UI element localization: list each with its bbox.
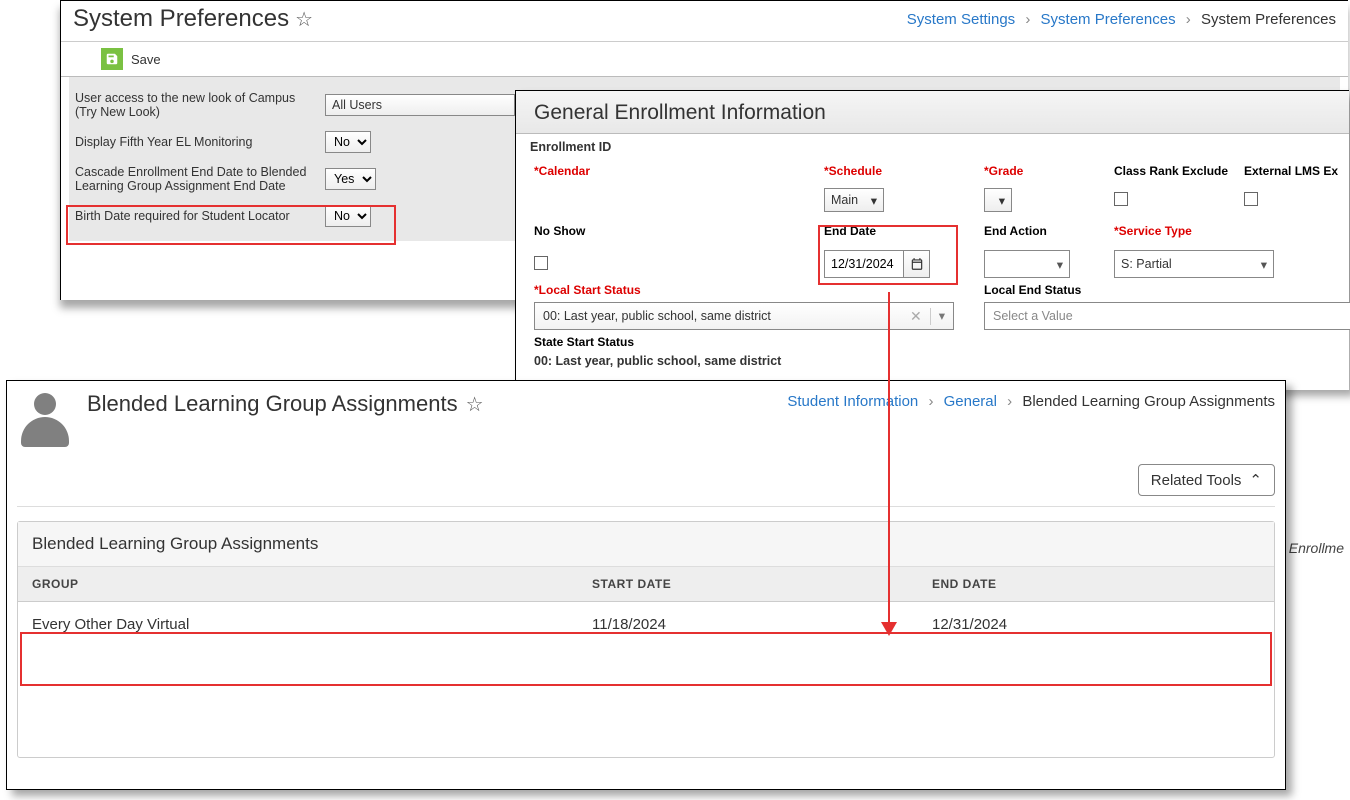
- label-class-rank: Class Rank Exclude: [1110, 163, 1240, 179]
- label-calendar: *Calendar: [530, 163, 760, 179]
- chevron-right-icon: ›: [1025, 11, 1030, 28]
- select-local-end[interactable]: Select a Value: [984, 302, 1350, 330]
- label-grade: *Grade: [980, 163, 1110, 179]
- blga-title: Blended Learning Group Assignments ☆: [87, 387, 484, 417]
- empty-space: [18, 647, 1274, 757]
- cell-start: 11/18/2024: [578, 602, 918, 647]
- label-try-new-look: User access to the new look of Campus (T…: [75, 91, 325, 119]
- label-cascade: Cascade Enrollment End Date to Blended L…: [75, 165, 325, 193]
- label-state-start: State Start Status: [530, 334, 1350, 350]
- label-local-end: Local End Status: [980, 282, 1350, 298]
- breadcrumb: System Settings › System Preferences › S…: [907, 11, 1336, 28]
- checkbox-no-show[interactable]: [534, 256, 548, 270]
- label-enrollment-id: Enrollment ID: [530, 136, 1335, 158]
- crumb-system-preferences[interactable]: System Preferences: [1041, 11, 1176, 28]
- label-end-date: End Date: [820, 223, 980, 239]
- toolbar: Save: [61, 42, 1348, 77]
- table-row[interactable]: Every Other Day Virtual 11/18/2024 12/31…: [18, 602, 1274, 647]
- blga-columns: GROUP START DATE END DATE: [18, 567, 1274, 602]
- crumb-current: System Preferences: [1201, 11, 1336, 28]
- col-start: START DATE: [578, 567, 918, 601]
- save-button[interactable]: Save: [131, 52, 161, 67]
- select-grade[interactable]: ▾: [984, 188, 1012, 212]
- crumb-general[interactable]: General: [944, 393, 997, 410]
- label-fifth-year: Display Fifth Year EL Monitoring: [75, 135, 325, 149]
- select-end-action[interactable]: ▾: [984, 250, 1070, 278]
- crumb-student-info[interactable]: Student Information: [787, 393, 918, 410]
- save-icon[interactable]: [101, 48, 123, 70]
- sp-title-text: System Preferences: [73, 5, 289, 33]
- favorite-star-icon[interactable]: ☆: [295, 7, 313, 32]
- chevron-down-icon[interactable]: ▾: [930, 308, 945, 325]
- select-fifth-year[interactable]: No: [325, 131, 371, 153]
- label-local-start: *Local Start Status: [530, 282, 980, 298]
- enrollment-title: General Enrollment Information: [516, 91, 1349, 134]
- end-date-field[interactable]: [824, 250, 930, 278]
- blga-section: Blended Learning Group Assignments GROUP…: [17, 521, 1275, 758]
- page-title: System Preferences ☆: [73, 5, 313, 33]
- end-date-input[interactable]: [825, 251, 903, 277]
- chevron-right-icon: ›: [928, 393, 933, 410]
- clear-icon[interactable]: ✕: [902, 308, 930, 325]
- related-tools-button[interactable]: Related Tools ⌃: [1138, 464, 1275, 496]
- label-no-show: No Show: [530, 223, 760, 239]
- blga-panel: Blended Learning Group Assignments ☆ Stu…: [6, 380, 1286, 790]
- label-schedule: *Schedule: [820, 163, 980, 179]
- enrollment-grid: *Calendar *Schedule *Grade Class Rank Ex…: [530, 158, 1335, 369]
- select-try-new-look[interactable]: All Users: [325, 94, 515, 116]
- select-schedule[interactable]: Main▾: [824, 188, 884, 212]
- chevron-right-icon: ›: [1186, 11, 1191, 28]
- arrow-line: [888, 292, 890, 627]
- avatar-icon: [17, 391, 73, 447]
- label-service-type: *Service Type: [1110, 223, 1350, 239]
- favorite-star-icon[interactable]: ☆: [466, 392, 484, 417]
- chevron-right-icon: ›: [1007, 393, 1012, 410]
- select-service-type[interactable]: S: Partial▾: [1114, 250, 1274, 278]
- crumb-blga: Blended Learning Group Assignments: [1022, 393, 1275, 410]
- arrow-head-icon: [881, 622, 897, 636]
- label-birth-date: Birth Date required for Student Locator: [75, 209, 325, 223]
- select-cascade[interactable]: Yes: [325, 168, 376, 190]
- label-end-action: End Action: [980, 223, 1110, 239]
- cell-group: Every Other Day Virtual: [18, 602, 578, 647]
- blga-section-title: Blended Learning Group Assignments: [18, 522, 1274, 567]
- cell-end: 12/31/2024: [918, 602, 1274, 647]
- select-local-start[interactable]: 00: Last year, public school, same distr…: [534, 302, 954, 330]
- crumb-system-settings[interactable]: System Settings: [907, 11, 1015, 28]
- calendar-icon[interactable]: [903, 251, 929, 277]
- value-state-start: 00: Last year, public school, same distr…: [530, 353, 1350, 369]
- chevron-up-icon: ⌃: [1249, 471, 1262, 489]
- col-group: GROUP: [18, 567, 578, 601]
- enrollment-panel: General Enrollment Information Enrollmen…: [515, 90, 1349, 390]
- select-birth-date[interactable]: No: [325, 205, 371, 227]
- blga-breadcrumb: Student Information › General › Blended …: [787, 387, 1275, 410]
- label-external-lms: External LMS Ex: [1240, 163, 1350, 179]
- col-end: END DATE: [918, 567, 1274, 601]
- checkbox-class-rank[interactable]: [1114, 192, 1128, 206]
- sp-header: System Preferences ☆ System Settings › S…: [61, 1, 1348, 42]
- checkbox-external-lms[interactable]: [1244, 192, 1258, 206]
